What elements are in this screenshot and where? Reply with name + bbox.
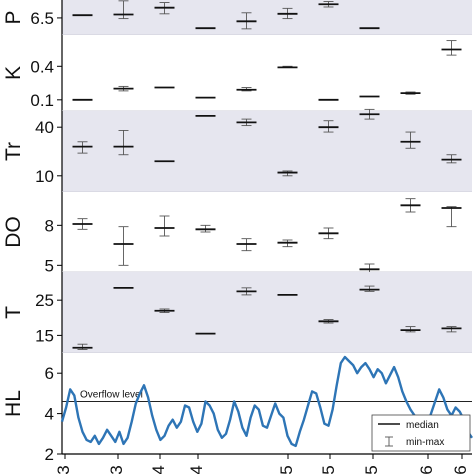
data-point xyxy=(441,154,462,164)
data-point xyxy=(72,218,93,230)
data-point xyxy=(277,239,298,248)
overflow-level-label: Overflow level xyxy=(80,389,143,400)
data-point xyxy=(359,285,380,292)
y-tick-label: 8 xyxy=(45,216,54,235)
data-point xyxy=(113,226,134,266)
y-axis-label: DO xyxy=(2,216,25,248)
data-point xyxy=(236,238,257,252)
data-point xyxy=(154,215,175,237)
y-axis-label: P xyxy=(2,10,25,24)
data-point xyxy=(359,108,380,120)
legend: median min-max xyxy=(371,414,471,452)
legend-median-label: median xyxy=(406,420,439,431)
y-tick-label: 0.4 xyxy=(30,57,54,76)
y-tick-label: 40 xyxy=(35,118,54,137)
y-tick-label: 6 xyxy=(45,364,54,383)
x-tick-label: 3 xyxy=(54,465,73,474)
data-point xyxy=(72,343,93,350)
x-tick-label: 6 xyxy=(417,465,436,474)
y-tick-label: 15 xyxy=(35,326,54,345)
y-tick-label: 4 xyxy=(45,405,54,424)
data-point xyxy=(400,91,421,95)
data-point xyxy=(154,308,175,313)
data-point xyxy=(113,129,134,156)
data-point xyxy=(318,227,339,240)
y-axis-label: HL xyxy=(2,390,25,417)
panel-background xyxy=(62,35,472,111)
data-point xyxy=(72,141,93,154)
data-point xyxy=(400,198,421,213)
data-point xyxy=(154,2,175,15)
x-tick-label: 3 xyxy=(107,465,126,474)
legend-minmax-label: min-max xyxy=(406,437,444,448)
data-point xyxy=(236,287,257,296)
y-tick-label: 5 xyxy=(45,256,54,275)
y-tick-label: 2 xyxy=(45,445,54,464)
x-tick-label: 4 xyxy=(149,465,168,474)
panel-do: 5 8 DO xyxy=(2,192,472,275)
x-tick-label: 5 xyxy=(319,465,338,474)
y-tick-label: 6.5 xyxy=(30,9,54,28)
panel-background xyxy=(62,0,472,35)
data-point xyxy=(236,87,257,92)
x-tick-label: 5 xyxy=(277,465,296,474)
y-tick-label: 10 xyxy=(35,167,54,186)
data-point xyxy=(441,40,462,56)
panel-background xyxy=(62,111,472,192)
panel-p: 6.5 P xyxy=(2,0,472,36)
panel-t: 15 25 T xyxy=(2,272,472,354)
data-point xyxy=(441,326,462,333)
data-point xyxy=(400,131,421,149)
data-point xyxy=(318,120,339,133)
y-tick-label: 0.1 xyxy=(30,91,54,110)
data-point xyxy=(113,85,134,92)
data-point xyxy=(236,12,257,30)
data-point xyxy=(236,118,257,127)
y-axis-label: T xyxy=(2,306,25,319)
y-tick-label: 25 xyxy=(35,291,54,310)
data-point xyxy=(318,1,339,8)
panel-k: 0.1 0.4 K xyxy=(2,35,472,112)
data-point xyxy=(277,170,298,177)
data-point xyxy=(318,319,339,324)
data-point xyxy=(277,65,298,69)
data-point xyxy=(195,224,216,233)
data-point xyxy=(441,206,462,228)
y-axis-label: K xyxy=(2,66,25,80)
hl-series-line xyxy=(60,355,473,448)
data-point xyxy=(113,0,134,20)
legend-box xyxy=(371,414,471,452)
y-axis-label: Tr xyxy=(2,142,25,161)
data-point xyxy=(400,326,421,333)
x-tick-label: 6 xyxy=(451,465,470,474)
panel-tr: 10 40 Tr xyxy=(2,108,472,193)
data-point xyxy=(277,7,298,20)
x-tick-label: 4 xyxy=(187,465,206,474)
panel-background xyxy=(62,272,472,353)
x-tick-label: 5 xyxy=(362,465,381,474)
